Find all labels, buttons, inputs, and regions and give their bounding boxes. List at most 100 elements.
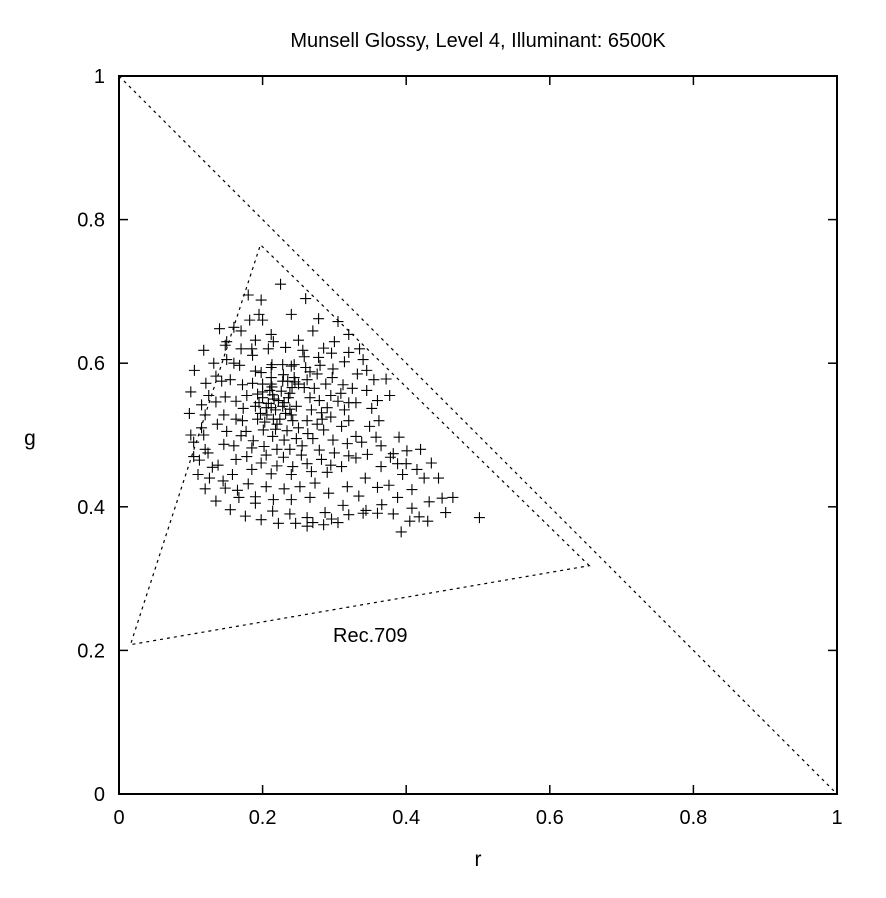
- data-point: [196, 399, 208, 411]
- data-point: [203, 390, 215, 402]
- data-point: [346, 382, 358, 394]
- data-point: [219, 391, 231, 403]
- data-point: [301, 374, 313, 386]
- data-point: [415, 443, 427, 455]
- data-point: [338, 404, 350, 416]
- data-point: [198, 429, 210, 441]
- data-point: [246, 463, 258, 475]
- data-point: [295, 449, 307, 461]
- data-point: [307, 433, 319, 445]
- data-point: [341, 481, 353, 493]
- data-point: [298, 351, 310, 363]
- data-point: [274, 413, 286, 425]
- data-point: [267, 336, 279, 348]
- data-point: [337, 499, 349, 511]
- data-point: [277, 359, 289, 371]
- data-point: [221, 354, 233, 366]
- data-point: [321, 466, 333, 478]
- data-point: [366, 402, 378, 414]
- data-point: [368, 374, 380, 386]
- data-point: [242, 289, 254, 301]
- data-point: [217, 475, 229, 487]
- data-point: [265, 378, 277, 390]
- data-point: [288, 359, 300, 371]
- data-point: [384, 451, 396, 463]
- data-point: [337, 379, 349, 391]
- data-point: [267, 505, 279, 517]
- data-point: [253, 397, 265, 409]
- data-point: [249, 497, 261, 509]
- data-point: [203, 472, 215, 484]
- data-point: [210, 396, 222, 408]
- data-point: [309, 477, 321, 489]
- data-point: [422, 515, 434, 527]
- data-point: [267, 389, 279, 401]
- y-tick-label: 1: [94, 66, 105, 88]
- data-point: [255, 457, 267, 469]
- data-point: [211, 418, 223, 430]
- data-point: [228, 440, 240, 452]
- data-point: [267, 494, 279, 506]
- data-point: [313, 313, 325, 325]
- data-point: [272, 517, 284, 529]
- data-point: [423, 496, 435, 508]
- data-point: [237, 402, 249, 414]
- x-tick-label: 0.6: [536, 807, 564, 829]
- data-point: [247, 435, 259, 447]
- data-point: [370, 431, 382, 443]
- data-point: [278, 434, 290, 446]
- data-point: [335, 387, 347, 399]
- data-point: [199, 483, 211, 495]
- data-point: [183, 407, 195, 419]
- data-point: [343, 346, 355, 358]
- y-tick-label: 0.4: [77, 497, 105, 519]
- data-point: [301, 520, 313, 532]
- data-point: [395, 526, 407, 538]
- data-point: [316, 413, 328, 425]
- data-point: [361, 448, 373, 460]
- data-point: [413, 511, 425, 523]
- data-point: [254, 407, 266, 419]
- data-point: [210, 370, 222, 382]
- data-point: [192, 468, 204, 480]
- data-point: [328, 336, 340, 348]
- data-point: [297, 344, 309, 356]
- data-point: [406, 484, 418, 496]
- data-point: [318, 342, 330, 354]
- data-point: [393, 431, 405, 443]
- data-point: [406, 502, 418, 514]
- data-point: [246, 343, 258, 355]
- data-point: [326, 513, 338, 525]
- data-point: [326, 372, 338, 384]
- data-point: [277, 451, 289, 463]
- data-point: [282, 392, 294, 404]
- data-point: [401, 445, 413, 457]
- data-point: [228, 357, 240, 369]
- data-point: [301, 458, 313, 470]
- data-point: [239, 510, 251, 522]
- data-point: [353, 490, 365, 502]
- data-point: [433, 472, 445, 484]
- data-point: [343, 328, 355, 340]
- data-point: [285, 360, 297, 372]
- y-tick-label: 0.8: [77, 210, 105, 232]
- data-point: [257, 424, 269, 436]
- data-point: [284, 403, 296, 415]
- x-tick-label: 0.8: [679, 807, 707, 829]
- data-point: [359, 472, 371, 484]
- data-point: [270, 404, 282, 416]
- data-point: [265, 402, 277, 414]
- data-point: [264, 384, 276, 396]
- data-point: [315, 407, 327, 419]
- data-point: [271, 460, 283, 472]
- data-point: [350, 430, 362, 442]
- y-axis-label: g: [24, 427, 36, 450]
- data-point: [206, 461, 218, 473]
- data-point: [361, 384, 373, 396]
- data-point: [253, 308, 265, 320]
- data-point: [383, 479, 395, 491]
- data-point: [305, 466, 317, 478]
- data-point: [364, 420, 376, 432]
- data-point: [336, 420, 348, 432]
